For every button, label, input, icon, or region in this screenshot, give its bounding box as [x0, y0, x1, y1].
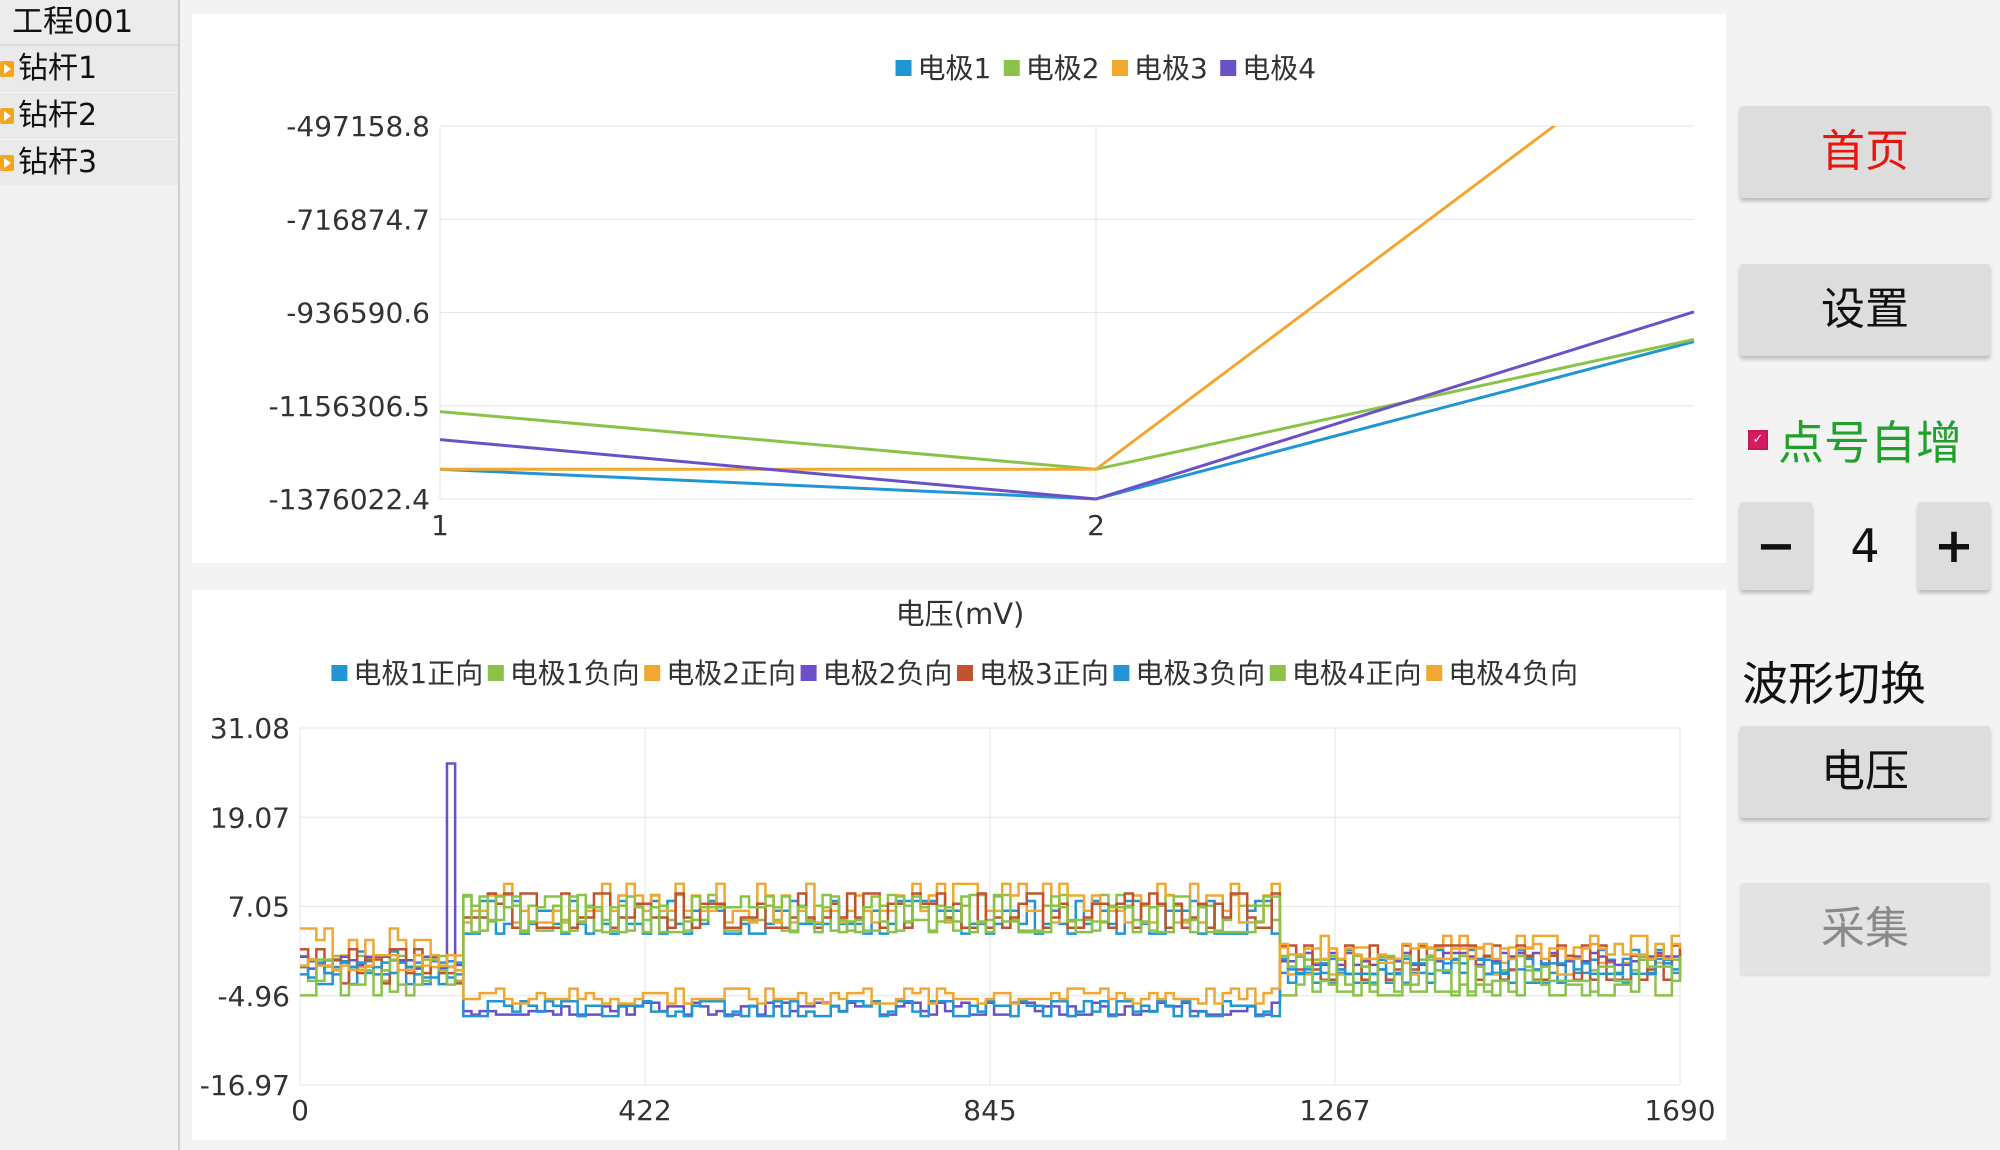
y-tick-label-4: -16.97: [200, 1069, 290, 1102]
tree-item-label: 钻杆1: [18, 51, 98, 86]
project-root[interactable]: 工程001: [0, 0, 178, 46]
point-number-value: 4: [1850, 519, 1880, 573]
home-button[interactable]: 首页: [1740, 106, 1990, 198]
collect-button[interactable]: 采集: [1740, 883, 1990, 975]
series-line-4: [440, 310, 1694, 501]
y-tick-label-3: -4.96: [218, 980, 290, 1013]
electrode-chart-panel: -497158.8 -716874.7 -936590.6 -1156306.5 -13…: [192, 14, 1726, 563]
series-line-8: [300, 942, 1682, 1005]
y-tick-label-0: 31.08: [210, 712, 290, 745]
x-tick-label-1: 422: [618, 1094, 671, 1127]
x-tick-label-4: 1690: [1644, 1094, 1715, 1127]
legend-label-4: 电极3正向: [979, 657, 1109, 690]
y-tick-label-1: 19.07: [210, 801, 290, 834]
y-tick-label-2: -936590.6: [286, 297, 430, 330]
wave-switch-button[interactable]: 电压: [1740, 726, 1990, 818]
project-tree: 工程001 钻杆1 钻杆2 钻杆3: [0, 0, 180, 1150]
y-tick-label-1: -716874.7: [286, 203, 430, 236]
chart-title: 电压(mV): [896, 597, 1025, 631]
legend-label-1: 电极1负向: [510, 657, 640, 690]
y-tick-label-4: -1376022.4: [268, 483, 430, 516]
series-line-7: [300, 895, 1682, 997]
x-tick-label-3: 1267: [1299, 1094, 1370, 1127]
legend-swatch-2: [1112, 60, 1128, 76]
legend-label-7: 电极4负向: [1448, 657, 1578, 690]
tree-item-label: 钻杆2: [18, 98, 98, 133]
legend-label-2: 电极3: [1134, 52, 1208, 85]
tree-item-drill-rod-2[interactable]: 钻杆2: [0, 93, 178, 140]
legend-swatch-6: [1269, 665, 1286, 681]
legend-swatch-3: [1220, 60, 1237, 76]
legend-label-3: 电极2负向: [823, 657, 953, 690]
y-tick-label-3: -1156306.5: [268, 390, 430, 423]
series-line-1: [440, 340, 1694, 501]
legend-swatch-4: [957, 665, 973, 681]
expand-arrow-icon[interactable]: [0, 61, 14, 77]
wave-switch-label: 波形切换: [1742, 657, 1926, 711]
settings-button[interactable]: 设置: [1740, 264, 1990, 356]
expand-arrow-icon[interactable]: [0, 155, 14, 171]
voltage-chart-panel: 电压(mV) 31.08 19.07 7.05 -4.96 -16.97 0 422 845 12…: [192, 590, 1726, 1140]
legend-label-6: 电极4正向: [1292, 657, 1422, 690]
control-panel: 首页 设置 ✓ 点号自增 − 4 + 波形切换 电压 采集: [1740, 0, 2000, 1150]
x-tick-label-1: 2: [1087, 509, 1105, 542]
tree-item-drill-rod-1[interactable]: 钻杆1: [0, 46, 178, 93]
x-tick-label-0: 0: [291, 1094, 309, 1127]
legend-label-2: 电极2正向: [666, 657, 796, 690]
electrode-line-chart: -497158.8 -716874.7 -936590.6 -1156306.5 -13…: [268, 52, 1694, 542]
x-tick-label-2: 845: [963, 1094, 1016, 1127]
y-tick-label-0: -497158.8: [286, 110, 430, 143]
series-line-3: [440, 126, 1557, 471]
checkbox-checked-icon[interactable]: ✓: [1748, 430, 1768, 450]
legend-swatch-0: [331, 665, 348, 681]
series-line-4: [300, 762, 1682, 1016]
legend-label-5: 电极3负向: [1135, 657, 1265, 690]
legend-swatch-1: [1003, 60, 1020, 76]
tree-item-label: 钻杆3: [18, 145, 98, 180]
increment-button[interactable]: +: [1918, 502, 1990, 590]
decrement-button[interactable]: −: [1740, 502, 1812, 590]
x-tick-label-0: 1: [431, 509, 449, 542]
voltage-line-chart: 电压(mV) 31.08 19.07 7.05 -4.96 -16.970 422 845 12…: [200, 597, 1716, 1127]
legend-label-3: 电极4: [1242, 52, 1316, 85]
legend-label-0: 电极1: [918, 52, 992, 85]
legend-swatch-2: [644, 665, 661, 681]
auto-increment-label: 点号自增: [1778, 416, 1962, 470]
tree-item-drill-rod-3[interactable]: 钻杆3: [0, 140, 178, 187]
series-line-2: [440, 337, 1694, 471]
legend-swatch-3: [800, 665, 817, 681]
expand-arrow-icon[interactable]: [0, 108, 14, 124]
auto-increment-checkbox[interactable]: ✓ 点号自增: [1748, 408, 1962, 472]
y-tick-label-2: 7.05: [228, 891, 290, 924]
legend-swatch-0: [895, 60, 912, 76]
legend-swatch-7: [1426, 665, 1443, 681]
legend-swatch-1: [487, 665, 504, 681]
legend-label-1: 电极2: [1026, 52, 1100, 85]
legend-swatch-5: [1113, 665, 1130, 681]
legend-label-0: 电极1正向: [353, 657, 483, 690]
